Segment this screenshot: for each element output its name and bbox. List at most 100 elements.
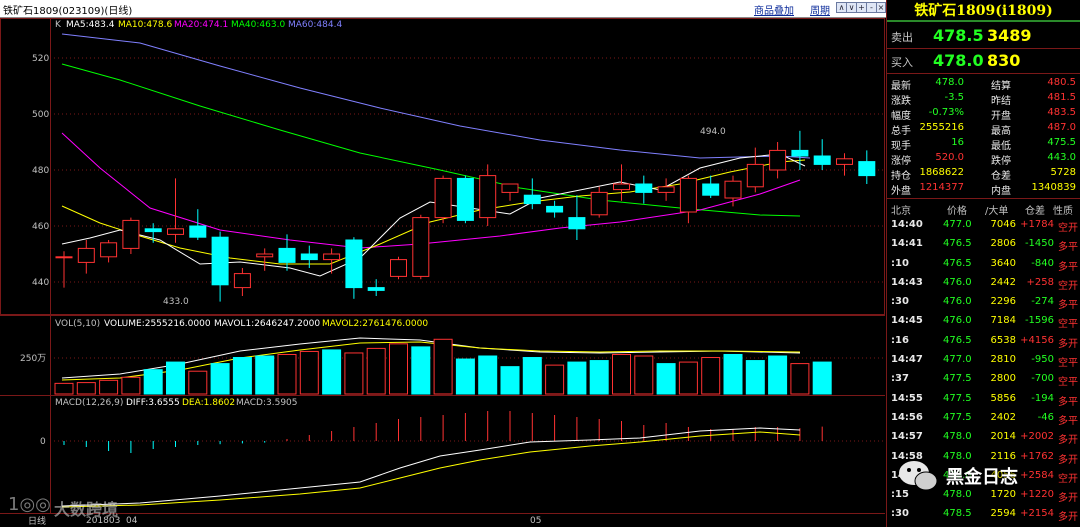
tick-row[interactable]: :10 476.5 3640 -840 多平: [887, 255, 1080, 274]
volume-bar: [143, 369, 163, 395]
tick-row[interactable]: :37 477.5 2800 -700 空平: [887, 370, 1080, 389]
dea-line: [61, 431, 801, 508]
candle-body: [77, 247, 95, 263]
candle-body: [233, 273, 251, 289]
watermark-left-text: 大数跨境: [54, 500, 119, 519]
candle: [635, 175, 653, 204]
tick-row[interactable]: 14:47 477.0 2810 -950 空平: [887, 351, 1080, 370]
tick-row[interactable]: 14:40 477.0 7046 +1784 空开: [887, 216, 1080, 235]
tick-volume: 2594: [990, 508, 1016, 520]
stat-label: 最高: [991, 126, 1011, 137]
stat-label: 跌停: [991, 156, 1011, 167]
tick-nature: 多平: [1058, 415, 1078, 427]
stat-value: 481.5: [1047, 92, 1076, 103]
candle: [434, 175, 452, 224]
tick-volume: 2806: [990, 238, 1016, 250]
ma60-line: [61, 33, 811, 159]
tick-oi-change: -840: [1031, 257, 1054, 269]
macd-histogram: [63, 411, 823, 453]
commodity-overlay-link[interactable]: 商品叠加: [754, 6, 794, 17]
tick-time: 14:41: [891, 238, 923, 250]
volume-bar: [790, 363, 810, 395]
tick-nature: 多平: [1058, 261, 1078, 273]
stat-value: 16: [951, 137, 964, 148]
chart-title: 铁矿石1809(023109)(日线): [3, 6, 133, 17]
quote-stats: 最新 478.0 结算 480.5 涨跌 -3.5 昨结 481.5 幅度 -0.73% 开盘 483…: [887, 76, 1080, 197]
candle-body: [635, 183, 653, 193]
stat-row: 持仓 1868622 仓差 5728: [887, 166, 1080, 182]
stat-value: 480.5: [1047, 77, 1076, 88]
candle: [77, 240, 95, 274]
candle: [300, 245, 318, 268]
tick-row[interactable]: :16 476.5 6538 +4156 多开: [887, 332, 1080, 351]
candlestick-series: [55, 130, 876, 302]
stat-value: 443.0: [1047, 152, 1076, 163]
tick-price: 476.0: [943, 296, 972, 308]
tick-row[interactable]: :30 478.5 2594 +2154 多开: [887, 505, 1080, 524]
chart-title-bar: 铁矿石1809(023109)(日线) 商品叠加 周期 ∧ ∨ + - ×: [0, 0, 886, 18]
kline-chart[interactable]: 520 500 480 460 440 250万 0 K MA5:483.4 M…: [0, 18, 886, 527]
tick-price: 476.0: [943, 276, 972, 288]
candle: [702, 175, 720, 198]
tick-row[interactable]: 14:45 476.0 7184 -1596 空平: [887, 312, 1080, 331]
tick-row[interactable]: 14:41 476.5 2806 -1450 多平: [887, 235, 1080, 254]
stat-value: -0.73%: [928, 107, 964, 118]
tick-row[interactable]: 14:58 478.0 2116 +1762 多开: [887, 448, 1080, 467]
tick-volume: 2116: [990, 450, 1016, 462]
period-link[interactable]: 周期: [810, 6, 830, 17]
candle: [769, 142, 787, 179]
wechat-icon: [899, 461, 938, 491]
candle-body: [189, 225, 207, 238]
price-tick-label: 480: [32, 166, 49, 176]
candle: [367, 279, 385, 296]
tick-price: 476.5: [943, 257, 972, 269]
tick-row[interactable]: 14:57 478.0 2014 +2002 多开: [887, 428, 1080, 447]
candle: [144, 223, 162, 243]
tick-nature: 空平: [1058, 319, 1078, 331]
stat-label: 涨停: [891, 156, 911, 167]
tick-list[interactable]: 14:40 477.0 7046 +1784 空开 14:41 476.5 2806 -1450…: [887, 216, 1080, 525]
candle-body: [323, 253, 341, 261]
candle-body: [836, 158, 853, 165]
candle: [256, 248, 274, 271]
volume-bar: [589, 360, 609, 395]
candle: [189, 209, 207, 240]
tick-volume: 2296: [990, 296, 1016, 308]
legend-diff: DIFF:3.6555: [126, 398, 180, 408]
tick-time: :15: [891, 489, 909, 501]
price-tick-label: 460: [32, 222, 49, 232]
volume-bar: [678, 361, 698, 395]
candle-body: [813, 155, 831, 165]
candle-body: [300, 253, 318, 261]
price-panel-border: [0, 18, 885, 315]
candle-body: [412, 217, 430, 277]
sell-label: 卖出: [891, 31, 913, 44]
tick-row[interactable]: 14:43 476.0 2442 +258 空开: [887, 274, 1080, 293]
stat-label: 外盘: [891, 186, 911, 197]
tick-time: 14:45: [891, 315, 923, 327]
tick-row[interactable]: 14:56 477.5 2402 -46 多平: [887, 409, 1080, 428]
tick-oi-change: +2002: [1020, 431, 1054, 443]
close-button[interactable]: ×: [876, 2, 886, 13]
candle: [100, 240, 118, 263]
tick-time: 14:58: [891, 450, 923, 462]
tick-time: :37: [891, 373, 909, 385]
volume-bar: [322, 349, 342, 395]
stat-label: 最低: [991, 141, 1011, 152]
legend-ma20: MA20:474.1: [174, 20, 228, 30]
candle-body: [144, 228, 162, 233]
stat-row: 涨停 520.0 跌停 443.0: [887, 151, 1080, 167]
tick-price: 477.5: [943, 411, 972, 423]
date-label: 日线: [28, 515, 46, 527]
tick-row[interactable]: :15 478.0 1720 +1220 多开: [887, 486, 1080, 505]
tick-nature: 多平: [1058, 396, 1078, 408]
tick-row[interactable]: :30 476.0 2296 -274 多平: [887, 293, 1080, 312]
buy-label: 买入: [891, 56, 913, 69]
tick-volume: 3640: [990, 257, 1016, 269]
buy-volume: 830: [987, 51, 1021, 70]
tick-row[interactable]: 14:55 477.5 5856 -194 多平: [887, 390, 1080, 409]
stat-value: 520.0: [935, 152, 964, 163]
stat-label: 内盘: [991, 186, 1011, 197]
candle: [613, 164, 630, 201]
macd-tick-label: 0: [40, 437, 46, 447]
